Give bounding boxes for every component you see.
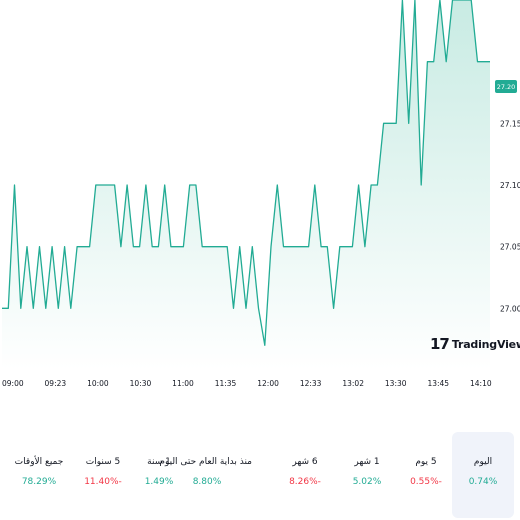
period-label: 1 سنة (147, 457, 171, 467)
y-axis-tick-label: 27.00 (500, 304, 520, 313)
price-line (2, 0, 490, 346)
period-change: 0.55%- (410, 477, 442, 487)
y-axis-tick-label: 27.15 (500, 119, 520, 128)
period-1-year[interactable]: 1 سنة 1.49% (128, 432, 190, 518)
period-change: 11.40%- (84, 477, 122, 487)
y-axis-tick-label: 27.05 (500, 243, 520, 252)
period-label: 1 شهر (354, 457, 380, 467)
period-change: 78.29% (21, 477, 57, 487)
period-change: 5.02% (352, 477, 382, 487)
period-change: 8.26%- (289, 477, 321, 487)
x-axis-tick-label: 11:35 (215, 379, 237, 388)
period-label: 6 شهر (292, 457, 318, 467)
period-change: 1.49% (144, 477, 174, 487)
period-ytd[interactable]: منذ بداية العام حتى اليوم 8.80% (159, 432, 252, 518)
x-axis-tick-label: 12:33 (300, 379, 322, 388)
period-label: اليوم (473, 457, 493, 467)
x-axis-tick-label: 09:23 (45, 379, 67, 388)
price-chart[interactable]: 27.00 27.05 27.10 27.15 09:00 09:23 10:00 10:30… (0, 0, 520, 400)
performance-periods: اليوم 0.74% 5 يوم 0.55%- 1 شهر 5.02% 6 ش… (0, 432, 520, 520)
price-area-fill (2, 0, 490, 370)
period-change: 0.74% (468, 477, 498, 487)
tradingview-logo-icon: 17 (430, 335, 450, 353)
period-change: 8.80% (192, 477, 222, 487)
x-axis-tick-label: 10:30 (130, 379, 152, 388)
period-5-days[interactable]: 5 يوم 0.55%- (395, 432, 457, 518)
period-label: 5 سنوات (85, 457, 121, 467)
period-5-years[interactable]: 5 سنوات 11.40%- (72, 432, 134, 518)
period-all-time[interactable]: جميع الأوقات 78.29% (8, 432, 70, 518)
x-axis-tick-label: 13:45 (427, 379, 449, 388)
tradingview-logo-text: TradingView (451, 337, 520, 351)
x-axis-tick-label: 11:00 (172, 379, 194, 388)
period-1-month[interactable]: 1 شهر 5.02% (336, 432, 398, 518)
chart-canvas[interactable]: 27.00 27.05 27.10 27.15 09:00 09:23 10:00 10:30… (0, 0, 520, 400)
period-label: 5 يوم (415, 457, 437, 467)
x-axis-tick-label: 14:10 (470, 379, 492, 388)
last-price-tag: 27.20 (495, 80, 517, 93)
x-axis-tick-label: 10:00 (87, 379, 109, 388)
tradingview-logo[interactable]: 17 TradingView (430, 335, 520, 353)
x-axis-tick-label: 13:02 (342, 379, 364, 388)
period-label: منذ بداية العام حتى اليوم (159, 457, 252, 467)
x-axis-tick-label: 13:30 (385, 379, 407, 388)
period-6-months[interactable]: 6 شهر 8.26%- (274, 432, 336, 518)
y-axis-tick-label: 27.10 (500, 181, 520, 190)
x-axis-tick-label: 12:00 (257, 379, 279, 388)
period-today[interactable]: اليوم 0.74% (452, 432, 514, 518)
x-axis-tick-label: 09:00 (2, 379, 24, 388)
period-label: جميع الأوقات (14, 457, 64, 467)
